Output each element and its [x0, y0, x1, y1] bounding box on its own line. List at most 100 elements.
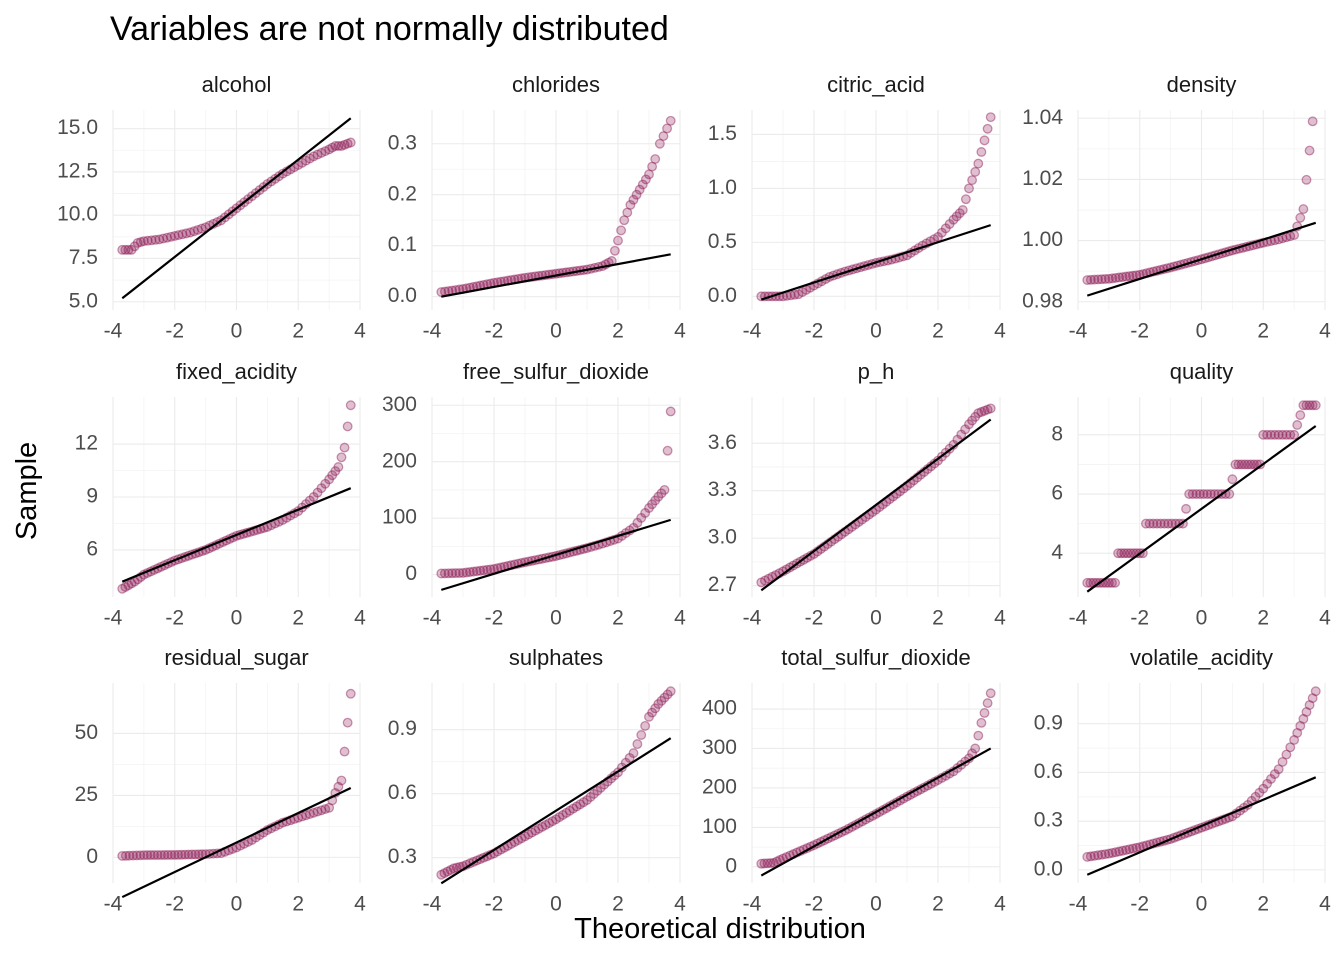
panel-sulphates-x-tick-label: -4 — [423, 893, 442, 916]
panel-total-sulfur-dioxide-y-tick-label: 300 — [702, 736, 737, 759]
panel-quality-point — [1277, 429, 1288, 440]
panel-sulphates-point — [564, 805, 575, 816]
panel-volatile-acidity-point — [1292, 727, 1303, 738]
panel-citric-acid-point — [944, 219, 955, 229]
panel-free-sulfur-dioxide-x-tick-label: 0 — [550, 607, 562, 630]
panel-quality-point — [1181, 503, 1192, 514]
panel-citric-acid-y-tick-label: 1.5 — [708, 122, 737, 145]
panel-volatile-acidity-point — [1262, 778, 1273, 789]
panel-residual-sugar-point — [345, 688, 356, 699]
panel-fixed-acidity-reference-line — [121, 487, 352, 583]
panel-quality-point — [1122, 548, 1133, 559]
panel-alcohol-point — [132, 237, 143, 248]
panel-volatile-acidity-point — [1082, 851, 1093, 862]
panel-fixed-acidity-x-tick-label: -4 — [104, 607, 123, 630]
panel-citric-acid-point — [954, 208, 965, 219]
panel-alcohol-point — [304, 153, 315, 164]
panel-quality-point — [1289, 429, 1300, 440]
panel-volatile-acidity-point — [1121, 845, 1131, 855]
panel-free-sulfur-dioxide-point — [636, 512, 647, 523]
panel-alcohol-point — [154, 234, 165, 245]
panel-free-sulfur-dioxide-point — [640, 507, 651, 518]
panel-volatile-acidity: volatile_acidity -4 -2 0 2 4 0.0 0.3 0.6 0.9 — [1034, 645, 1331, 916]
panel-chlorides-y-tick-label: 0.3 — [388, 131, 417, 154]
panel-alcohol-x-tick-label: 4 — [354, 320, 366, 343]
panel-sulphates-point — [557, 810, 568, 820]
panel-free-sulfur-dioxide-point — [458, 567, 468, 578]
panel-free-sulfur-dioxide-point — [464, 567, 475, 578]
panel-total-sulfur-dioxide-y-tick-label: 0 — [725, 854, 737, 877]
x-axis-title: Theoretical distribution — [574, 913, 866, 945]
panel-fixed-acidity-point — [333, 462, 344, 472]
panel-residual-sugar-point — [128, 850, 139, 861]
panel-fixed-acidity-x-tick-label: 0 — [231, 607, 243, 630]
panel-citric-acid-point — [982, 123, 993, 134]
panel-alcohol-point — [169, 231, 180, 241]
panel-free-sulfur-dioxide-point — [482, 564, 493, 575]
panel-quality-point — [1202, 489, 1213, 499]
panel-volatile-acidity-point — [1310, 686, 1321, 697]
panel-p-h-point — [985, 403, 996, 414]
panel-p-h-point — [763, 573, 774, 584]
panel-sulphates-point — [526, 827, 537, 838]
panel-sulphates-point — [551, 814, 561, 825]
panel-alcohol-point — [135, 237, 146, 247]
panel-quality-y-tick-label: 4 — [1051, 541, 1063, 564]
panel-residual-sugar-point — [131, 850, 142, 861]
panel-alcohol-point — [330, 141, 341, 151]
panel-fixed-acidity-point — [308, 492, 319, 502]
panel-p-h-x-tick-label: -2 — [805, 607, 824, 630]
panel-p-h-point — [759, 575, 770, 586]
panel-residual-sugar-point — [152, 850, 163, 860]
panel-residual-sugar-point — [324, 802, 335, 813]
panel-quality-x-tick-label: -4 — [1069, 607, 1088, 630]
panel-chlorides-point — [622, 207, 633, 218]
panel-quality-x-tick-label: 4 — [1319, 607, 1331, 630]
panel-sulphates-y-tick-label: 0.6 — [388, 781, 417, 804]
panel-volatile-acidity-point — [1281, 749, 1292, 760]
panel-sulphates-point — [439, 868, 450, 879]
panel-chlorides-point — [637, 179, 648, 190]
panel-chlorides-point — [634, 184, 645, 195]
chart-title: Variables are not normally distributed — [110, 10, 669, 48]
panel-residual-sugar-point — [316, 805, 327, 816]
panel-chlorides-point — [647, 161, 658, 172]
panel-density-point — [1289, 230, 1300, 241]
panel-density-point — [1096, 274, 1107, 285]
panel-alcohol-point — [138, 236, 149, 247]
panel-volatile-acidity-point — [1250, 791, 1261, 802]
panel-quality-point — [1159, 518, 1170, 529]
panel-residual-sugar-point — [190, 849, 201, 860]
panel-alcohol-x-tick-label: -2 — [165, 320, 184, 343]
panel-sulphates-x-tick-label: 0 — [550, 893, 562, 916]
panel-sulphates: sulphates -4 -2 0 2 4 0.3 0.6 0.9 — [388, 645, 686, 916]
panel-total-sulfur-dioxide-point — [759, 858, 770, 869]
panel-fixed-acidity-point — [345, 400, 356, 411]
panel-residual-sugar-point — [336, 775, 347, 786]
panel-quality-point — [1205, 489, 1216, 499]
panel-volatile-acidity-point — [1124, 844, 1135, 855]
panel-alcohol-point — [162, 232, 172, 243]
panel-alcohol-point — [324, 144, 335, 155]
panel-density: density -4 -2 0 2 4 0.98 1.00 1.02 1.04 — [1022, 72, 1331, 343]
panel-total-sulfur-dioxide-point — [765, 858, 776, 869]
panel-quality-point — [1266, 429, 1276, 440]
panel-fixed-acidity-point — [324, 474, 335, 485]
panel-sulphates-point — [644, 711, 654, 722]
panel-quality-point — [1307, 400, 1318, 411]
panel-alcohol-y-tick-label: 10.0 — [57, 203, 98, 226]
panel-chlorides-reference-line — [441, 253, 671, 298]
panel-chlorides-y-tick-label: 0.0 — [388, 284, 417, 307]
panel-chlorides-point — [619, 215, 630, 226]
panel-alcohol-y-tick-label: 5.0 — [69, 289, 98, 312]
panel-p-h-x-tick-label: 2 — [932, 607, 944, 630]
panel-density-point — [1304, 145, 1315, 156]
panel-alcohol-point — [150, 234, 161, 245]
panel-density-x-tick-label: 4 — [1319, 320, 1331, 343]
panel-sulphates-point — [448, 863, 459, 874]
panel-p-h-point — [976, 407, 987, 417]
panel-citric-acid-point — [960, 194, 971, 205]
panel-fixed-acidity-x-tick-label: 2 — [292, 607, 304, 630]
panel-free-sulfur-dioxide-y-tick-label: 200 — [382, 449, 417, 472]
panel-chlorides-point — [654, 138, 665, 149]
